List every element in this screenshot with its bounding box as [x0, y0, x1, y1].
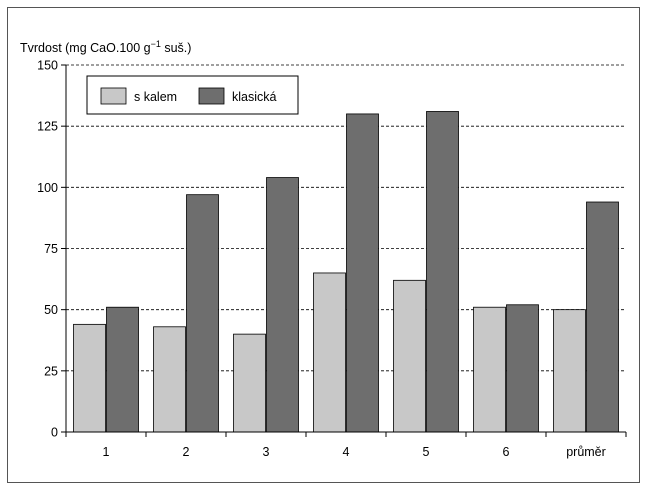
bar-klasicka-4 — [346, 113, 379, 433]
bar-s-kalem-1 — [73, 323, 106, 433]
bar-s-kalem-3 — [233, 333, 266, 433]
bar-klasicka-5 — [426, 111, 459, 433]
x-tick-label-2: 2 — [183, 445, 190, 459]
bar-klasicka-6 — [506, 304, 539, 433]
bar-klasicka-3 — [266, 177, 299, 433]
axes — [61, 64, 627, 437]
bar-s-kalem-5 — [393, 279, 426, 433]
bar-s-kalem-2 — [153, 326, 186, 433]
y-tick-label-150: 150 — [37, 59, 58, 73]
y-axis-label: Tvrdost (mg CaO.100 g−1 suš.) — [20, 39, 191, 55]
bar-klasicka-7 — [586, 201, 619, 433]
y-tick-label-75: 75 — [44, 242, 58, 256]
x-tick-label-3: 3 — [263, 445, 270, 459]
legend: s kalem klasická — [86, 75, 299, 115]
bars — [73, 111, 619, 433]
x-tick-label-5: 5 — [423, 445, 430, 459]
x-tick-label-6: 6 — [503, 445, 510, 459]
bar-klasicka-1 — [106, 306, 139, 433]
y-axis-label-exponent: −1 — [151, 39, 161, 49]
x-tick-label-7: průměr — [566, 445, 606, 459]
y-axis-label-prefix: Tvrdost (mg CaO.100 g — [20, 41, 151, 55]
legend-swatch-s-kalem — [100, 87, 127, 105]
x-tick-label-4: 4 — [343, 445, 350, 459]
x-tick-label-1: 1 — [103, 445, 110, 459]
y-tick-label-125: 125 — [37, 120, 58, 134]
legend-label-s-kalem: s kalem — [134, 90, 177, 104]
legend-label-klasicka: klasická — [232, 90, 277, 104]
y-tick-label-25: 25 — [44, 364, 58, 378]
y-axis-label-suffix: suš.) — [161, 41, 192, 55]
y-tick-label-50: 50 — [44, 303, 58, 317]
y-tick-labels: 0 25 50 75 100 125 150 — [37, 59, 58, 440]
bar-s-kalem-6 — [473, 306, 506, 433]
bar-s-kalem-4 — [313, 272, 346, 433]
bar-s-kalem-7 — [553, 309, 586, 433]
x-tick-labels: 1 2 3 4 5 6 průměr — [103, 445, 606, 459]
y-tick-label-0: 0 — [51, 426, 58, 440]
legend-swatch-klasicka — [198, 87, 225, 105]
y-tick-label-100: 100 — [37, 181, 58, 195]
bar-klasicka-2 — [186, 194, 219, 433]
